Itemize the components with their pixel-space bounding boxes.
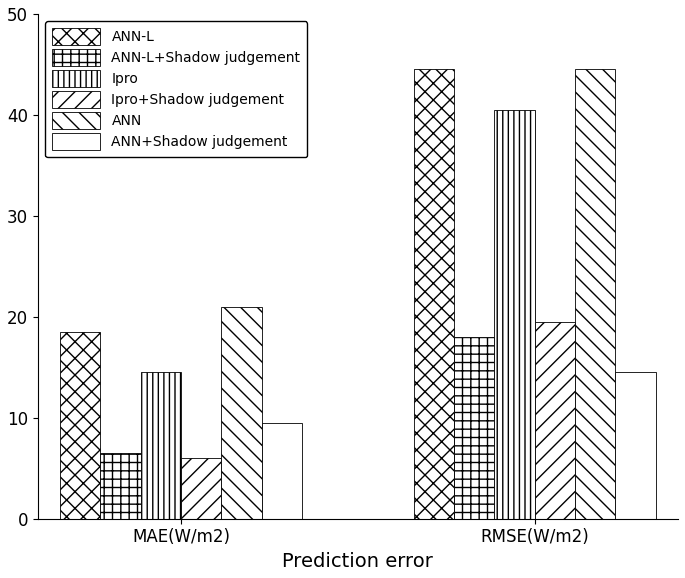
Bar (60, 332, 101, 519)
Bar (181, 458, 221, 519)
Bar (615, 372, 656, 519)
Bar (262, 423, 302, 519)
Bar (414, 69, 454, 519)
Bar (575, 69, 615, 519)
Bar (221, 307, 262, 519)
Bar (141, 372, 181, 519)
X-axis label: Prediction error: Prediction error (282, 552, 434, 571)
Bar (454, 337, 495, 519)
Bar (535, 322, 575, 519)
Bar (101, 453, 141, 519)
Legend: ANN-L, ANN-L+Shadow judgement, Ipro, Ipro+Shadow judgement, ANN, ANN+Shadow judg: ANN-L, ANN-L+Shadow judgement, Ipro, Ipr… (45, 21, 308, 157)
Bar (495, 110, 535, 519)
